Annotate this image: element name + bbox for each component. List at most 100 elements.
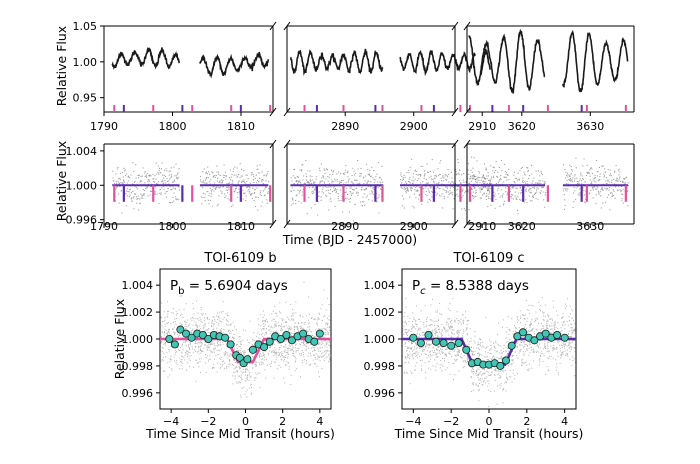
panel-c-binned-point-6 xyxy=(454,338,463,347)
mid-seg0-xtick-label-1: 1800 xyxy=(159,220,187,233)
panel-c-binned-point-1 xyxy=(416,338,425,347)
panel-b-binned-point-16 xyxy=(248,345,257,354)
middle-ytick-label-0: 1.004 xyxy=(66,145,98,158)
middle-ytick-label-2: 0.996 xyxy=(66,214,98,227)
top-seg0-flux-curve-1 xyxy=(199,52,270,79)
panel-b-xtick-label-4: 4 xyxy=(316,415,323,428)
top-seg2-flux-curve-0 xyxy=(468,28,546,94)
panel-b-binned-point-18 xyxy=(260,343,269,352)
panel-c-title: TOI-6109 c xyxy=(452,251,524,266)
panel-b-annotation-main: P xyxy=(170,278,178,294)
panel-b-ytick-label-4: 0.996 xyxy=(122,387,154,400)
mid-seg2-xtick-label-0: 3620 xyxy=(508,220,536,233)
panel-b-annotation-sub: b xyxy=(178,286,184,297)
panel-b-binned-point-21 xyxy=(276,334,285,343)
panel-b-binned-point-3 xyxy=(181,329,190,338)
panel-c-binned-point-5 xyxy=(447,341,456,350)
top-seg1-xtick-label-1: 2900 xyxy=(400,120,428,133)
panel-c-binned-point-19 xyxy=(530,336,539,345)
mid-seg1-xtick-label-0: 2890 xyxy=(331,220,359,233)
panel-b-xtick-label-1: −2 xyxy=(200,415,216,428)
panel-b-period-annotation: Pb = 5.6904 days xyxy=(170,278,288,297)
panel-b-binned-point-7 xyxy=(204,334,213,343)
toi-6109-b-phase-folded-panel: 1.004 1.002 1.000 0.998 0.996 −4 −2 0 2 4 xyxy=(122,268,332,428)
top-seg0-xtick-label-1: 1800 xyxy=(159,120,187,133)
top-seg2-xtick-label-0: 3620 xyxy=(508,120,536,133)
middle-ytick-label-1: 1.000 xyxy=(66,179,98,192)
panel-c-xtick-label-1: −2 xyxy=(443,415,459,428)
panel-c-binned-point-16 xyxy=(513,332,522,341)
panel-b-binned-point-0 xyxy=(165,334,174,343)
panel-c-binned-point-0 xyxy=(409,333,418,342)
panel-b-ytick-label-0: 1.004 xyxy=(122,279,154,292)
panel-c-xlabel: Time Since Mid Transit (hours) xyxy=(394,426,584,441)
top-raw-light-curve-panel: 1.05 1.00 0.95 1790 1800 1810 2890 2900 2910 3620… xyxy=(73,20,635,133)
mid-seg2-xtick-label-1: 3630 xyxy=(576,220,604,233)
mid-seg1-xtick-label-1: 2900 xyxy=(400,220,428,233)
panel-b-binned-point-22 xyxy=(282,330,291,339)
panel-c-ytick-label-0: 1.004 xyxy=(364,279,396,292)
panel-b-xtick-label-0: −4 xyxy=(163,415,179,428)
top-seg0-xtick-label-0: 1790 xyxy=(90,120,118,133)
mid-seg2-flux-points-1 xyxy=(562,157,629,211)
top-seg0-flux-curve-0 xyxy=(111,46,181,70)
panel-c-xtick-label-3: 2 xyxy=(523,415,530,428)
panel-b-xtick-label-3: 2 xyxy=(279,415,286,428)
mid-seg2-flux-points-0 xyxy=(469,156,547,215)
panel-b-binned-point-6 xyxy=(198,330,207,339)
top-seg1-flux-curve-0 xyxy=(290,48,384,76)
panel-b-binned-point-23 xyxy=(287,336,296,345)
panel-c-annotation-main: P xyxy=(412,278,420,294)
panel-c-ytick-label-2: 1.000 xyxy=(364,333,396,346)
panel-c-xtick-label-4: 4 xyxy=(561,415,568,428)
panel-c-binned-point-13 xyxy=(496,361,505,370)
panel-b-annotation-rest: = 5.6904 days xyxy=(185,278,288,294)
top-seg1-flux-curve-1 xyxy=(399,49,476,77)
panel-b-binned-point-4 xyxy=(187,333,196,342)
panel-c-ytick-label-4: 0.996 xyxy=(364,387,396,400)
mid-seg1-flux-points-1 xyxy=(400,157,477,211)
panel-c-binned-point-21 xyxy=(541,329,550,338)
mid-seg1-xtick-label-2: 2910 xyxy=(468,220,496,233)
mid-seg0-xtick-label-2: 1810 xyxy=(227,220,255,233)
panel-b-binned-point-11 xyxy=(226,340,235,349)
panel-c-annotation-sub: c xyxy=(420,286,426,297)
top-seg0-xtick-label-2: 1810 xyxy=(227,120,255,133)
panel-c-binned-point-17 xyxy=(519,328,528,337)
panel-b-xlabel: Time Since Mid Transit (hours) xyxy=(145,426,335,441)
panel-b-binned-point-28 xyxy=(315,329,324,338)
panel-c-raw-points xyxy=(402,297,577,408)
panel-b-binned-point-13 xyxy=(235,353,244,362)
toi-6109-c-phase-folded-panel: 1.004 1.002 1.000 0.998 0.996 −4 −2 0 2 4 xyxy=(364,268,577,428)
top-seg1-xtick-label-2: 2910 xyxy=(468,120,496,133)
panel-b-binned-point-19 xyxy=(265,337,274,346)
panel-b-binned-point-1 xyxy=(170,340,179,349)
top-ytick-label-2: 0.95 xyxy=(73,92,98,105)
panel-b-xtick-label-2: 0 xyxy=(242,415,249,428)
panel-b-binned-point-27 xyxy=(310,337,319,346)
panel-c-annotation-rest: = 8.5388 days xyxy=(426,278,529,294)
panel-b-ytick-label-3: 0.998 xyxy=(122,360,154,373)
panel-b-binned-point-2 xyxy=(176,325,185,334)
panel-c-binned-point-23 xyxy=(553,330,562,339)
top-seg1-xtick-label-0: 2890 xyxy=(331,120,359,133)
middle-ylabel: Relative Flux xyxy=(54,141,69,221)
panel-c-ytick-label-1: 1.002 xyxy=(364,306,396,319)
top-ytick-label-0: 1.05 xyxy=(73,20,98,33)
mid-seg1-flux-points-0 xyxy=(290,159,384,222)
panel-b-binned-point-15 xyxy=(243,355,252,364)
panel-b-ylabel: Relative Flux xyxy=(112,299,127,379)
panel-c-binned-point-4 xyxy=(439,338,448,347)
panel-c-xtick-label-0: −4 xyxy=(405,415,421,428)
panel-c-binned-point-7 xyxy=(462,345,471,354)
panel-b-ytick-label-2: 1.000 xyxy=(122,333,154,346)
top-ylabel: Relative Flux xyxy=(54,26,69,106)
panel-c-xtick-label-2: 0 xyxy=(486,415,493,428)
mid-seg0-xtick-label-0: 1790 xyxy=(90,220,118,233)
top-seg2-xtick-label-1: 3630 xyxy=(576,120,604,133)
middle-xlabel: Time (BJD - 2457000) xyxy=(282,232,417,247)
panel-c-period-annotation: Pc = 8.5388 days xyxy=(412,278,529,297)
top-seg1-flux-curve-2 xyxy=(480,48,491,75)
